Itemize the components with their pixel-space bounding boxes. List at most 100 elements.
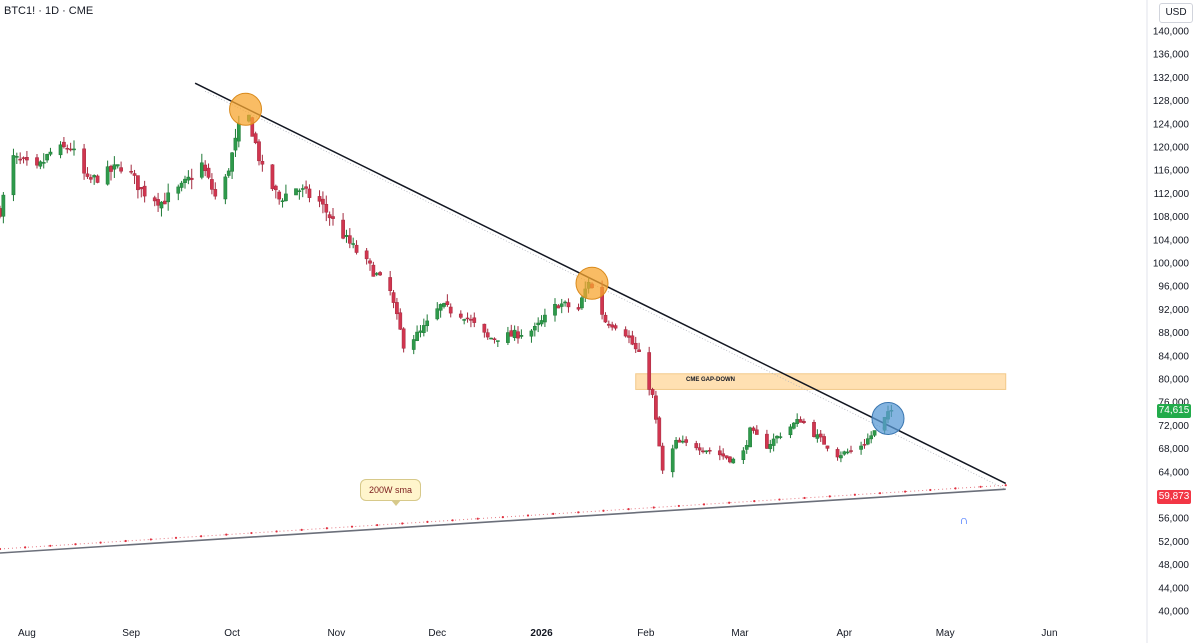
- candle-body: [341, 219, 345, 239]
- candle: [112, 156, 117, 178]
- sma-dot: [803, 496, 806, 500]
- candle-body: [563, 301, 567, 304]
- candle-body: [85, 173, 90, 177]
- candle: [411, 334, 416, 355]
- sma-support-line: [0, 488, 1006, 554]
- candle-body: [835, 449, 840, 458]
- price-axis[interactable]: 140,000 136,000 132,000 128,000 124,000 120,0…: [1153, 27, 1190, 618]
- candle-body: [445, 301, 450, 305]
- candle-body: [401, 328, 406, 349]
- candle-body: [818, 433, 823, 438]
- candle-body: [176, 186, 181, 194]
- candle: [142, 180, 147, 203]
- candle: [324, 195, 329, 222]
- candle: [748, 426, 752, 448]
- candle-body: [791, 422, 796, 429]
- candle-body: [694, 443, 699, 449]
- candle-body: [88, 177, 93, 180]
- y-tick-label: 140,000: [1153, 27, 1190, 38]
- sma-dot: [225, 533, 228, 536]
- candle-body: [280, 200, 285, 202]
- candle: [704, 450, 709, 454]
- candle: [442, 302, 446, 309]
- candle: [660, 442, 665, 474]
- candle: [371, 261, 376, 277]
- candle-body: [38, 161, 43, 167]
- y-tick-label: 92,000: [1158, 305, 1189, 316]
- y-tick-label: 64,000: [1158, 467, 1189, 478]
- candle-body: [660, 445, 665, 471]
- candle: [351, 237, 356, 249]
- candle: [398, 308, 403, 331]
- x-tick-label: Apr: [836, 628, 852, 639]
- candle-body: [623, 329, 628, 337]
- candle-body: [704, 450, 709, 453]
- touch-marker-blue: [871, 401, 905, 435]
- sma-dot: [300, 528, 303, 531]
- candle-body: [142, 185, 147, 197]
- candle: [344, 229, 349, 243]
- candle-body: [109, 165, 113, 172]
- candle: [654, 390, 658, 424]
- candle: [11, 148, 16, 202]
- candle-body: [284, 193, 288, 202]
- touch-markers-layer: [229, 92, 905, 435]
- candle: [556, 304, 561, 309]
- candle: [606, 320, 611, 329]
- sma-dot: [24, 546, 27, 549]
- candle-body: [159, 201, 164, 209]
- sma-dot: [376, 523, 379, 527]
- candle-body: [839, 455, 843, 459]
- time-axis[interactable]: Aug Sep Oct Nov Dec 2026 Feb Mar Apr May Jun: [18, 628, 1058, 639]
- currency-button[interactable]: USD: [1159, 3, 1193, 23]
- candle: [472, 312, 477, 328]
- candle: [845, 448, 850, 455]
- candle: [516, 326, 520, 344]
- candle-body: [304, 186, 308, 189]
- candle-body: [425, 320, 430, 327]
- candle-body: [670, 448, 675, 473]
- magnet-icon[interactable]: ∩: [959, 513, 969, 527]
- candle-body: [869, 435, 874, 440]
- candle-body: [472, 317, 477, 323]
- candle: [85, 167, 90, 179]
- candle: [492, 337, 497, 344]
- candle: [233, 128, 238, 158]
- candle: [448, 303, 453, 318]
- sma-dot: [753, 500, 756, 503]
- sma-dot: [250, 531, 253, 535]
- candle-body: [82, 148, 86, 174]
- sma-dot: [99, 541, 102, 544]
- y-tick-label: 48,000: [1158, 560, 1189, 571]
- y-tick-label: 116,000: [1154, 166, 1190, 177]
- symbol-title[interactable]: BTC1! · 1D · CME: [4, 5, 94, 17]
- y-tick-label: 124,000: [1153, 119, 1190, 130]
- candle-body: [509, 330, 514, 337]
- candle-body: [68, 148, 73, 151]
- candle-body: [798, 419, 803, 423]
- y-tick-label: 136,000: [1153, 50, 1190, 61]
- y-tick-label: 56,000: [1158, 514, 1189, 525]
- candle: [778, 432, 783, 440]
- candle: [462, 318, 467, 325]
- candle-body: [556, 305, 561, 309]
- candle: [270, 164, 275, 191]
- sma-callout-note[interactable]: 200W sma: [360, 479, 421, 506]
- candle-body: [812, 422, 816, 437]
- sma-dot: [954, 487, 957, 490]
- candle-body: [226, 170, 231, 176]
- candle: [186, 170, 191, 185]
- candle: [364, 248, 369, 265]
- candle-body: [842, 451, 847, 455]
- candle-body: [395, 302, 399, 315]
- y-tick-label: 44,000: [1158, 583, 1189, 594]
- candle: [331, 207, 335, 226]
- candle: [559, 298, 564, 314]
- x-tick-label: Jun: [1041, 628, 1057, 639]
- sma-dot: [200, 535, 203, 538]
- candle-body: [492, 338, 497, 340]
- candle: [62, 137, 66, 149]
- candle: [869, 431, 874, 444]
- candle: [253, 131, 258, 145]
